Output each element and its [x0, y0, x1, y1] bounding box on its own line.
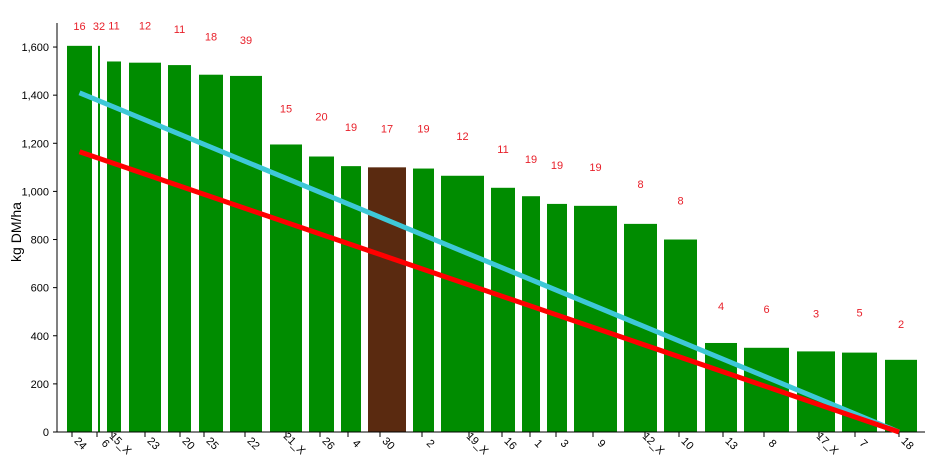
x-tick-label: 25: [204, 435, 221, 452]
data-label: 19: [345, 122, 357, 134]
x-tick-label: 1: [532, 437, 545, 450]
data-label: 11: [108, 20, 119, 32]
bar-1: [522, 196, 540, 432]
data-label: 32: [93, 21, 105, 33]
bar-16: [491, 187, 515, 432]
data-label: 20: [315, 112, 327, 124]
x-tick-label: 12_X: [640, 431, 667, 458]
bar-15_X: [107, 61, 121, 432]
data-label: 6: [763, 304, 769, 316]
y-tick-label: 400: [31, 331, 49, 343]
bar-22: [230, 75, 262, 433]
x-tick-label: 13: [723, 435, 740, 452]
x-tick-label: 26: [320, 435, 337, 452]
data-label: 16: [73, 21, 85, 33]
y-axis: 0 200 400 600 800 1,000 1,200 1,400 1,600: [21, 22, 58, 439]
bar-30: [368, 167, 406, 432]
x-tick-label: 21_X: [281, 431, 308, 458]
x-tick-label: 7: [857, 437, 870, 450]
bar-4: [341, 166, 361, 432]
data-label: 19: [589, 162, 601, 174]
y-tick-label: 1,000: [21, 186, 49, 198]
trend-line-1: [78, 90, 900, 435]
y-tick-label: 1,600: [21, 42, 49, 54]
bar-20: [168, 65, 191, 433]
data-label: 8: [637, 179, 643, 191]
bar-19_X: [441, 175, 484, 433]
bar-25: [199, 74, 223, 433]
data-label: 19: [551, 160, 563, 172]
bar-18: [885, 359, 917, 432]
bar-3: [547, 203, 567, 432]
x-tick-label: 15_X: [107, 431, 134, 458]
y-tick-label: 200: [31, 379, 49, 391]
data-label: 39: [240, 35, 252, 47]
trend-line-2: [78, 149, 900, 435]
y-tick-label: 600: [31, 283, 49, 295]
x-tick-label: 10: [679, 435, 696, 452]
bar-6: [98, 45, 100, 432]
data-label: 11: [174, 24, 185, 36]
x-tick-label: 22: [245, 435, 262, 452]
data-label: 5: [856, 308, 862, 320]
y-tick-label: 1,200: [21, 138, 49, 150]
bar-21_X: [270, 144, 302, 432]
data-label: 11: [497, 144, 508, 156]
data-label: 19: [417, 124, 429, 136]
data-label: 2: [898, 319, 904, 331]
data-label: 12: [456, 131, 468, 143]
x-tick-label: 23: [145, 435, 162, 452]
x-tick-label: 19_X: [464, 431, 491, 458]
x-axis: 24 615_X 23 20 25 22 21_X 26 4 30 2 19_X 16 1 3 9 12_X 10…: [57, 431, 925, 458]
x-tick-label: 9: [595, 437, 608, 450]
x-tick-label: 30: [380, 435, 397, 452]
data-label: 12: [139, 21, 151, 33]
bar-2: [413, 168, 434, 432]
bar-26: [309, 156, 334, 432]
data-label: 18: [205, 32, 217, 44]
bar-9: [574, 205, 617, 432]
x-tick-label: 4: [350, 437, 363, 450]
x-tick-label: 3: [558, 437, 571, 450]
data-label: 4: [718, 301, 724, 313]
data-label: 8: [677, 196, 683, 208]
x-tick-label: 20: [180, 435, 197, 452]
x-tick-label: 8: [766, 437, 779, 450]
bars: [67, 45, 917, 433]
x-tick-label: 2: [424, 437, 437, 450]
bar-24: [67, 45, 92, 432]
data-label: 3: [813, 308, 819, 320]
x-tick-label: 16: [502, 435, 519, 452]
y-tick-label: 1,400: [21, 90, 49, 102]
data-label: 17: [381, 123, 393, 135]
y-tick-label: 800: [31, 235, 49, 247]
x-tick-label: 18: [899, 435, 916, 452]
y-axis-title: kg DM/ha: [8, 202, 24, 262]
trend-lines: [78, 90, 900, 435]
data-label: 19: [525, 154, 537, 166]
y-tick-label: 0: [43, 427, 49, 439]
data-label: 15: [280, 103, 292, 115]
x-tick-label: 24: [72, 435, 89, 452]
x-tick-label: 17_X: [814, 431, 841, 458]
